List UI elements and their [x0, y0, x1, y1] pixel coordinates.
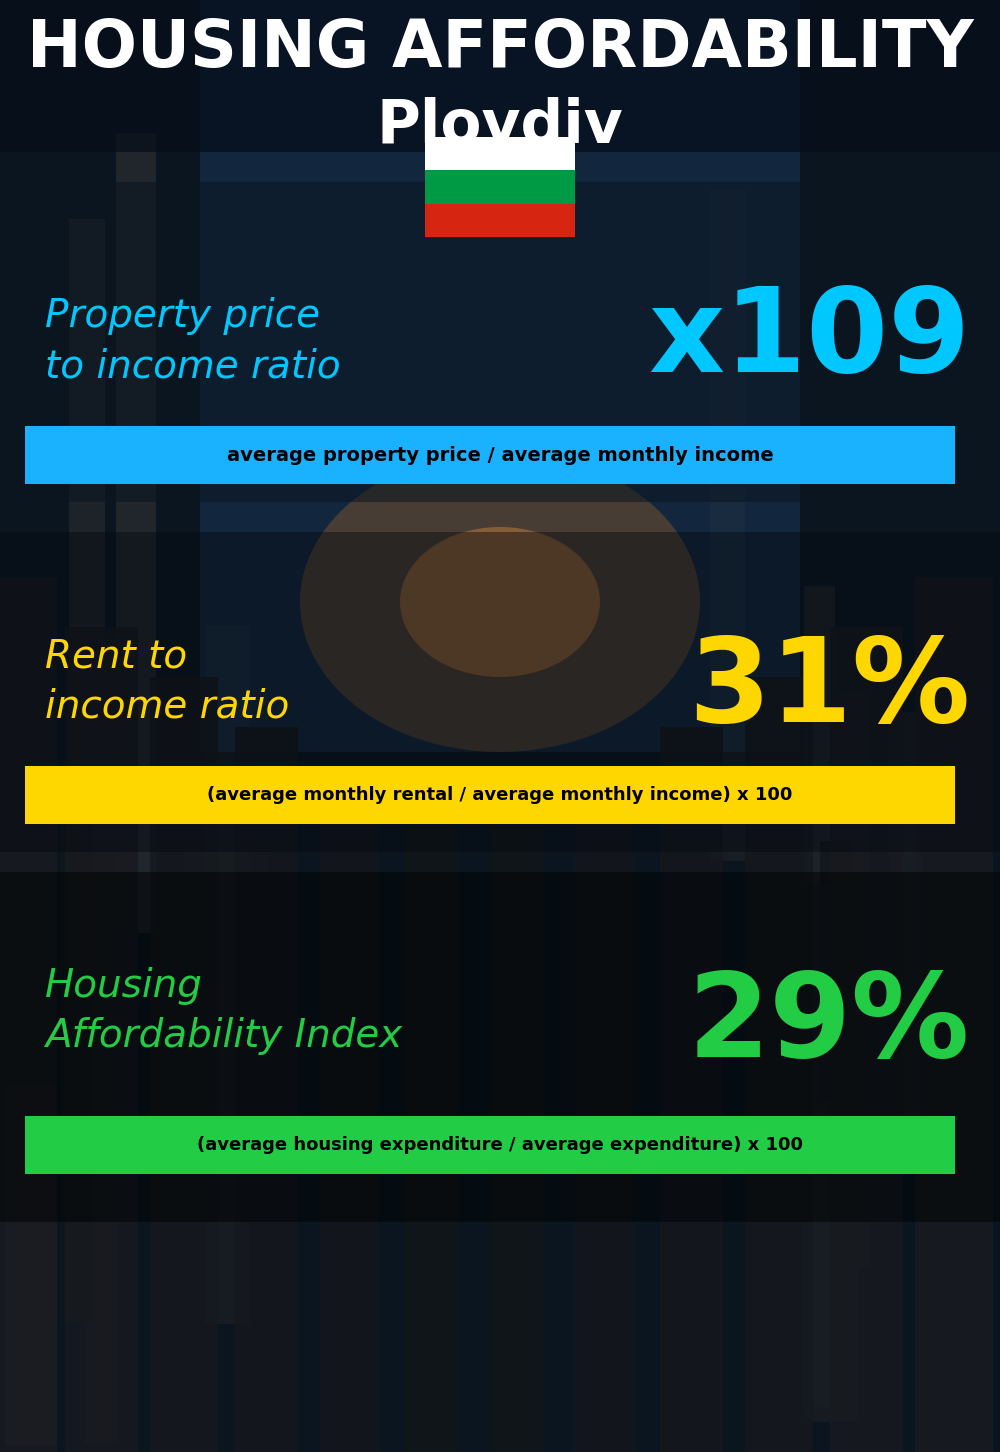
Bar — [237, 880, 294, 1195]
Bar — [745, 677, 812, 1452]
Bar — [660, 727, 722, 1452]
Bar — [575, 777, 633, 1452]
Text: Housing
Affordability Index: Housing Affordability Index — [45, 967, 402, 1056]
Bar — [0, 706, 58, 1278]
Bar — [949, 727, 980, 1316]
Text: 29%: 29% — [688, 967, 970, 1082]
Bar — [890, 546, 938, 1027]
Text: HOUSING AFFORDABILITY: HOUSING AFFORDABILITY — [27, 17, 973, 81]
Bar — [150, 677, 218, 1452]
Text: (average housing expenditure / average expenditure) x 100: (average housing expenditure / average e… — [197, 1135, 803, 1154]
Bar — [425, 170, 575, 203]
Bar — [830, 627, 903, 1452]
Text: (average monthly rental / average monthly income) x 100: (average monthly rental / average monthl… — [207, 786, 793, 804]
Text: average property price / average monthly income: average property price / average monthly… — [227, 446, 773, 465]
Bar — [915, 576, 992, 1452]
Bar — [0, 674, 47, 1439]
Ellipse shape — [400, 527, 600, 677]
Bar — [425, 203, 575, 237]
Bar — [425, 136, 575, 170]
Bar — [149, 184, 191, 922]
Bar — [405, 828, 458, 1452]
Ellipse shape — [300, 452, 700, 752]
Bar — [200, 0, 800, 752]
Bar — [0, 182, 1000, 502]
Bar — [0, 873, 1000, 1223]
Text: Property price
to income ratio: Property price to income ratio — [45, 298, 341, 385]
Bar — [984, 479, 1000, 1115]
Bar — [209, 642, 279, 1214]
Bar — [490, 828, 542, 1452]
Bar — [181, 482, 213, 1160]
Bar — [0, 531, 1000, 852]
Text: Rent to
income ratio: Rent to income ratio — [45, 637, 289, 725]
Bar — [742, 578, 783, 1108]
Bar — [729, 206, 782, 925]
Bar — [0, 576, 57, 1452]
Bar — [229, 388, 291, 918]
Bar — [65, 627, 138, 1452]
Text: 31%: 31% — [688, 632, 970, 746]
Bar — [932, 184, 973, 897]
Bar — [25, 767, 955, 823]
Bar — [983, 356, 1000, 1003]
Text: Plovdiv: Plovdiv — [377, 97, 623, 155]
Text: x109: x109 — [648, 282, 970, 396]
Bar — [25, 425, 955, 484]
Bar — [0, 616, 39, 1204]
Bar — [235, 727, 298, 1452]
Bar — [320, 777, 378, 1452]
Bar — [0, 0, 1000, 152]
Bar — [25, 1117, 955, 1175]
